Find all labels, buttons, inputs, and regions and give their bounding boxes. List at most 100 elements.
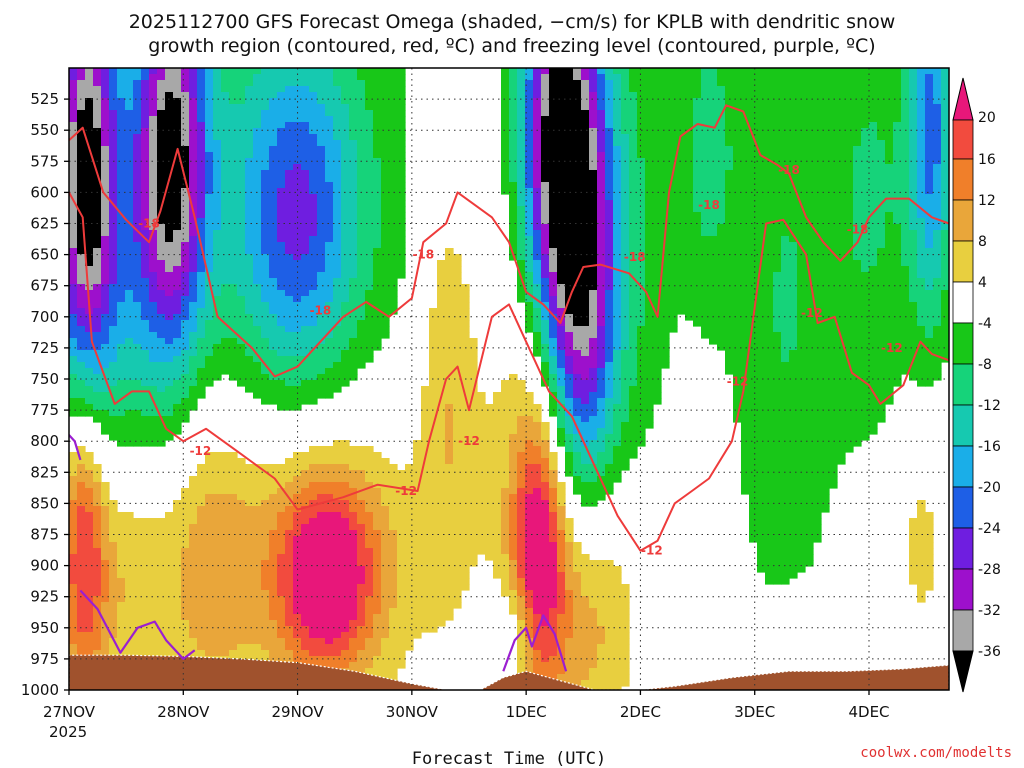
omega-cell bbox=[429, 536, 438, 543]
omega-cell bbox=[285, 620, 294, 627]
omega-cell bbox=[381, 248, 390, 255]
omega-cell bbox=[517, 536, 526, 543]
omega-cell bbox=[269, 392, 278, 399]
omega-cell bbox=[301, 212, 310, 219]
omega-cell bbox=[509, 524, 518, 531]
omega-cell bbox=[477, 404, 486, 411]
omega-cell bbox=[349, 356, 358, 363]
omega-cell bbox=[293, 458, 302, 465]
omega-cell bbox=[389, 284, 398, 291]
omega-cell bbox=[517, 662, 526, 669]
omega-cell bbox=[133, 152, 142, 159]
omega-cell bbox=[525, 608, 534, 615]
omega-cell bbox=[277, 518, 286, 525]
omega-cell bbox=[317, 548, 326, 555]
omega-cell bbox=[261, 464, 270, 471]
omega-cell bbox=[77, 530, 86, 537]
omega-cell bbox=[309, 110, 318, 117]
omega-cell bbox=[69, 572, 78, 579]
omega-cell bbox=[285, 350, 294, 357]
omega-cell bbox=[269, 368, 278, 375]
omega-cell bbox=[101, 560, 110, 567]
omega-cell bbox=[517, 170, 526, 177]
omega-cell bbox=[413, 560, 422, 567]
omega-cell bbox=[229, 476, 238, 483]
omega-cell bbox=[461, 572, 470, 579]
omega-cell bbox=[549, 116, 558, 123]
omega-cell bbox=[285, 200, 294, 207]
omega-cell bbox=[453, 482, 462, 489]
omega-cell bbox=[285, 524, 294, 531]
omega-cell bbox=[165, 248, 174, 255]
omega-cell bbox=[85, 266, 94, 273]
omega-cell bbox=[205, 518, 214, 525]
omega-cell bbox=[197, 608, 206, 615]
omega-cell bbox=[309, 350, 318, 357]
omega-cell bbox=[365, 110, 374, 117]
omega-cell bbox=[469, 458, 478, 465]
omega-cell bbox=[133, 200, 142, 207]
omega-cell bbox=[157, 212, 166, 219]
omega-cell bbox=[525, 416, 534, 423]
omega-cell bbox=[93, 506, 102, 513]
omega-cell bbox=[389, 158, 398, 165]
omega-cell bbox=[477, 476, 486, 483]
omega-cell bbox=[301, 554, 310, 561]
omega-cell bbox=[333, 134, 342, 141]
omega-cell bbox=[133, 224, 142, 231]
omega-cell bbox=[317, 254, 326, 261]
omega-cell bbox=[133, 548, 142, 555]
omega-cell bbox=[141, 200, 150, 207]
omega-cell bbox=[133, 578, 142, 585]
omega-cell bbox=[285, 644, 294, 651]
omega-cell bbox=[509, 218, 518, 225]
omega-cell bbox=[437, 428, 446, 435]
omega-cell bbox=[229, 110, 238, 117]
omega-cell bbox=[165, 614, 174, 621]
omega-cell bbox=[413, 512, 422, 519]
omega-cell bbox=[541, 146, 550, 153]
omega-cell bbox=[69, 596, 78, 603]
omega-cell bbox=[149, 422, 158, 429]
omega-cell bbox=[157, 542, 166, 549]
omega-cell bbox=[221, 548, 230, 555]
omega-cell bbox=[69, 404, 78, 411]
omega-cell bbox=[221, 158, 230, 165]
omega-cell bbox=[549, 554, 558, 561]
omega-cell bbox=[293, 278, 302, 285]
omega-cell bbox=[141, 638, 150, 645]
omega-cell bbox=[245, 572, 254, 579]
omega-cell bbox=[381, 296, 390, 303]
omega-cell bbox=[333, 380, 342, 387]
omega-cell bbox=[397, 68, 406, 75]
omega-cell bbox=[229, 650, 238, 657]
omega-cell bbox=[245, 386, 254, 393]
omega-cell bbox=[149, 350, 158, 357]
omega-cell bbox=[173, 512, 182, 519]
omega-cell bbox=[93, 350, 102, 357]
omega-cell bbox=[221, 164, 230, 171]
omega-cell bbox=[333, 518, 342, 525]
omega-cell bbox=[189, 482, 198, 489]
omega-cell bbox=[229, 278, 238, 285]
omega-cell bbox=[453, 344, 462, 351]
omega-cell bbox=[453, 350, 462, 357]
omega-cell bbox=[165, 386, 174, 393]
omega-cell bbox=[125, 122, 134, 129]
omega-cell bbox=[437, 536, 446, 543]
omega-cell bbox=[357, 224, 366, 231]
omega-cell bbox=[197, 524, 206, 531]
omega-cell bbox=[477, 518, 486, 525]
omega-cell bbox=[93, 590, 102, 597]
omega-cell bbox=[93, 470, 102, 477]
omega-cell bbox=[197, 578, 206, 585]
omega-cell bbox=[293, 320, 302, 327]
omega-cell bbox=[309, 284, 318, 291]
omega-cell bbox=[253, 368, 262, 375]
omega-cell bbox=[325, 536, 334, 543]
omega-cell bbox=[333, 128, 342, 135]
omega-cell bbox=[333, 362, 342, 369]
omega-cell bbox=[93, 182, 102, 189]
omega-cell bbox=[285, 104, 294, 111]
omega-cell bbox=[301, 158, 310, 165]
